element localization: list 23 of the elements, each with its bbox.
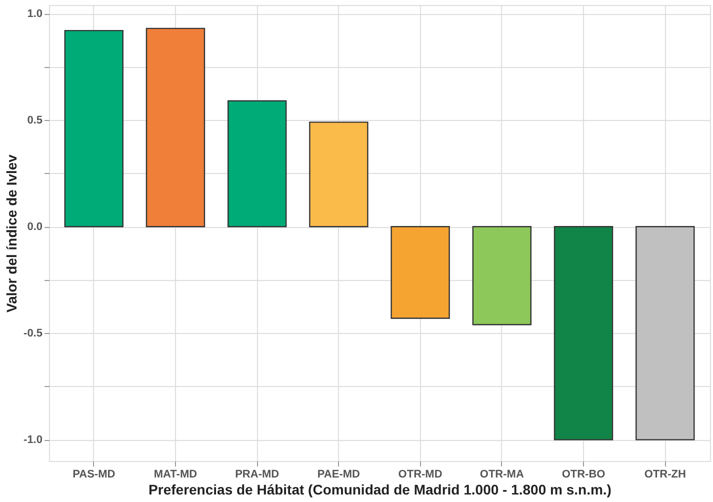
x-tick-label: PAE-MD bbox=[317, 468, 360, 480]
x-tick-label: OTR-MD bbox=[398, 468, 442, 480]
y-tick-label: 0.0 bbox=[27, 221, 42, 234]
x-tick-label: PRA-MD bbox=[235, 468, 280, 480]
bar bbox=[146, 28, 206, 228]
y-tick-label: -0.5 bbox=[24, 328, 42, 340]
y-tick-label: 1.0 bbox=[27, 8, 42, 20]
y-tick-label: 0.5 bbox=[27, 114, 42, 127]
bar bbox=[472, 226, 532, 326]
y-tick-label: -1.0 bbox=[24, 434, 42, 446]
x-tick-label: OTR-BO bbox=[562, 468, 606, 480]
bar bbox=[227, 100, 287, 228]
x-tick-label: OTR-ZH bbox=[644, 468, 686, 480]
x-tick-label: MAT-MD bbox=[154, 468, 198, 480]
bar bbox=[64, 30, 124, 228]
bar bbox=[554, 226, 614, 440]
x-axis-title: Preferencias de Hábitat (Comunidad de Madrid 1.000 - 1.800 m s.n.m.) bbox=[148, 482, 612, 498]
x-tick-label: PAS-MD bbox=[72, 468, 116, 480]
bar bbox=[636, 226, 695, 440]
bar bbox=[390, 226, 450, 319]
y-axis-title: Valor del índice de Ivlev bbox=[4, 154, 20, 312]
bar bbox=[309, 122, 368, 228]
x-tick-label: OTR-MA bbox=[480, 468, 524, 480]
